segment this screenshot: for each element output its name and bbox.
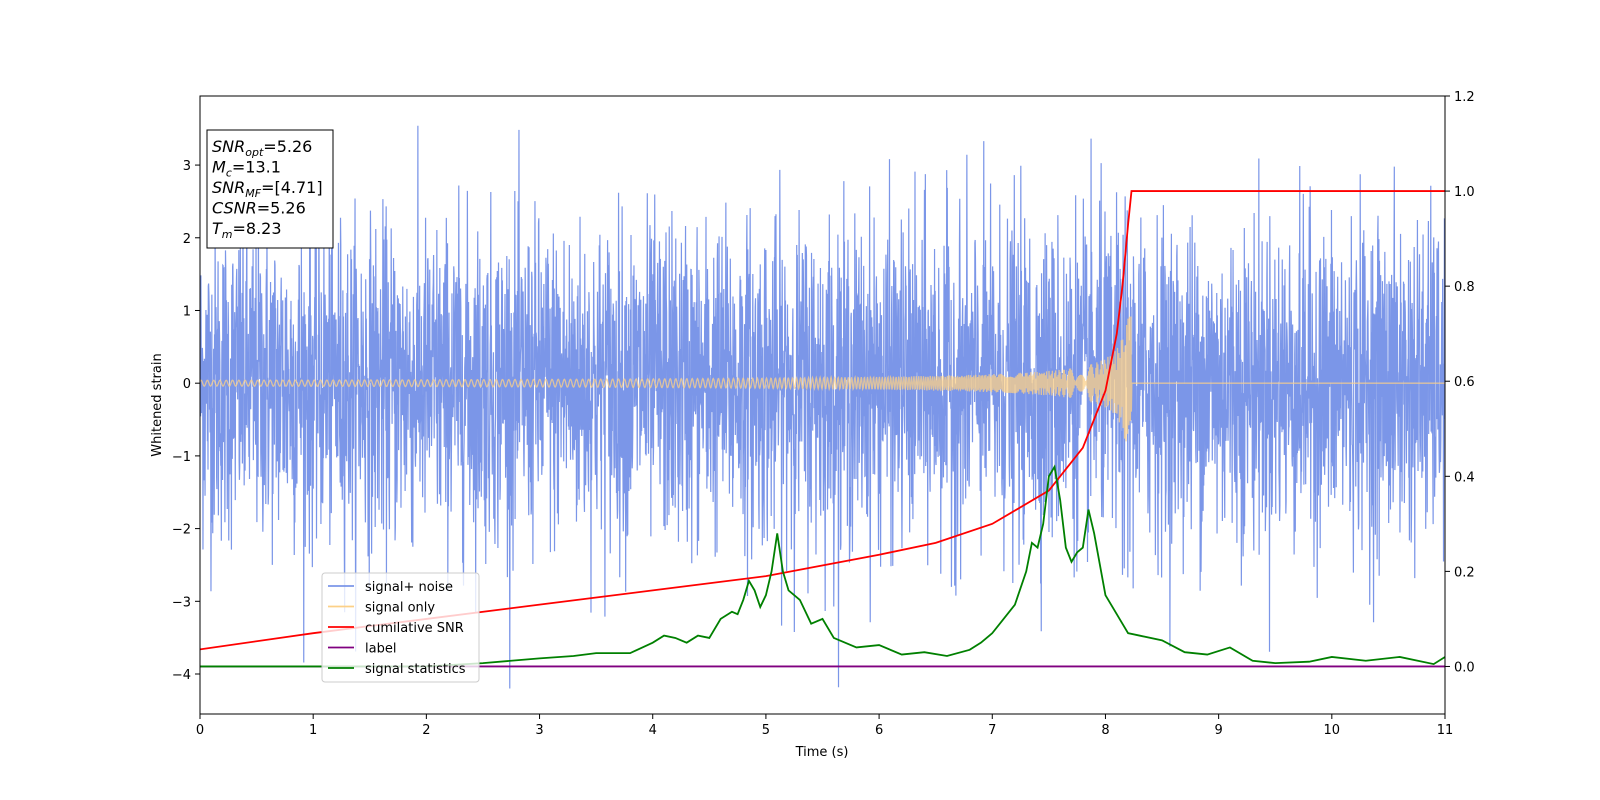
signal-plus-noise-line	[200, 125, 1445, 689]
y-right-tick-label: 0.4	[1454, 470, 1475, 485]
stats-symbol: CSNR	[212, 199, 257, 218]
stats-annotation-line: SNRopt=5.26	[212, 137, 312, 159]
stats-value: =5.26	[257, 199, 306, 218]
x-tick-label: 2	[422, 723, 430, 738]
y-left-tick-label: 3	[183, 159, 191, 174]
signal-statistics-line	[200, 464, 1445, 668]
legend-label: signal statistics	[365, 662, 466, 677]
stats-subscript: c	[226, 167, 232, 180]
stats-box-frame	[206, 129, 334, 249]
y-left-tick-label: −2	[172, 523, 191, 538]
x-tick-label: 9	[1214, 723, 1222, 738]
stats-value: =13.1	[232, 158, 281, 177]
stats-symbol: SNR	[212, 137, 245, 156]
x-tick-label: 7	[988, 723, 996, 738]
stats-subscript: opt	[245, 146, 264, 159]
stats-value: =5.26	[263, 137, 312, 156]
y-left-tick-label: 2	[183, 232, 191, 247]
series-signal-only	[200, 316, 1445, 442]
y-right-tick-label: 0.2	[1454, 565, 1475, 580]
legend-frame	[321, 572, 480, 683]
stats-annotation-line: SNRMF=[4.71]	[212, 178, 323, 200]
y-axis-left: −4 −3 −2 −1 0 1 2 3	[172, 159, 200, 683]
stats-subscript: MF	[245, 187, 261, 200]
stats-value: =[4.71]	[261, 178, 323, 197]
stats-symbol: T	[212, 219, 223, 238]
axes-frame	[199, 95, 1446, 715]
legend-label: cumilative SNR	[365, 621, 464, 636]
x-axis: 0 1 2 3 4 5 6 7 8 9 10 11	[196, 714, 1453, 738]
stats-symbol: SNR	[212, 178, 245, 197]
stats-annotation-line: Tm=8.23	[212, 219, 282, 241]
legend: signal+ noise signal only cumilative SNR la…	[321, 572, 480, 683]
legend-label: label	[365, 642, 396, 657]
y-left-tick-label: 0	[183, 377, 191, 392]
stats-subscript: m	[222, 228, 233, 241]
stats-annotation-line: CSNR=5.26	[212, 199, 306, 218]
y-right-tick-label: 0.8	[1454, 280, 1475, 295]
x-tick-label: 8	[1101, 723, 1109, 738]
x-axis-label: Time (s)	[795, 745, 849, 760]
y-right-tick-label: 0.6	[1454, 375, 1475, 390]
x-tick-label: 6	[875, 723, 883, 738]
y-left-tick-label: −3	[172, 595, 191, 610]
y-axis-right: 0.0 0.2 0.4 0.6 0.8 1.0 1.2	[1445, 90, 1475, 675]
y-right-tick-label: 1.2	[1454, 90, 1475, 105]
y-left-tick-label: −1	[172, 450, 191, 465]
stats-value: =8.23	[233, 219, 282, 238]
y-left-tick-label: −4	[172, 668, 191, 683]
y-right-tick-label: 0.0	[1454, 660, 1475, 675]
stats-annotation-box: SNRopt=5.26Mc=13.1SNRMF=[4.71]CSNR=5.26T…	[206, 129, 334, 249]
y-axis-label-left: Whitened strain	[150, 353, 165, 456]
stats-symbol: M	[212, 158, 226, 177]
cumilative-snr-line	[200, 190, 1445, 651]
x-tick-label: 0	[196, 723, 204, 738]
x-tick-label: 3	[535, 723, 543, 738]
y-right-tick-label: 1.0	[1454, 185, 1475, 200]
x-tick-label: 1	[309, 723, 317, 738]
legend-label: signal+ noise	[365, 580, 453, 595]
x-tick-label: 11	[1437, 723, 1454, 738]
legend-label: signal only	[365, 601, 435, 616]
stats-annotation-line: Mc=13.1	[212, 158, 281, 180]
signal-only-line	[200, 316, 1445, 442]
x-tick-label: 4	[649, 723, 657, 738]
x-tick-label: 10	[1324, 723, 1341, 738]
y-left-tick-label: 1	[183, 304, 191, 319]
series-signal-plus-noise	[200, 125, 1445, 689]
x-tick-label: 5	[762, 723, 770, 738]
